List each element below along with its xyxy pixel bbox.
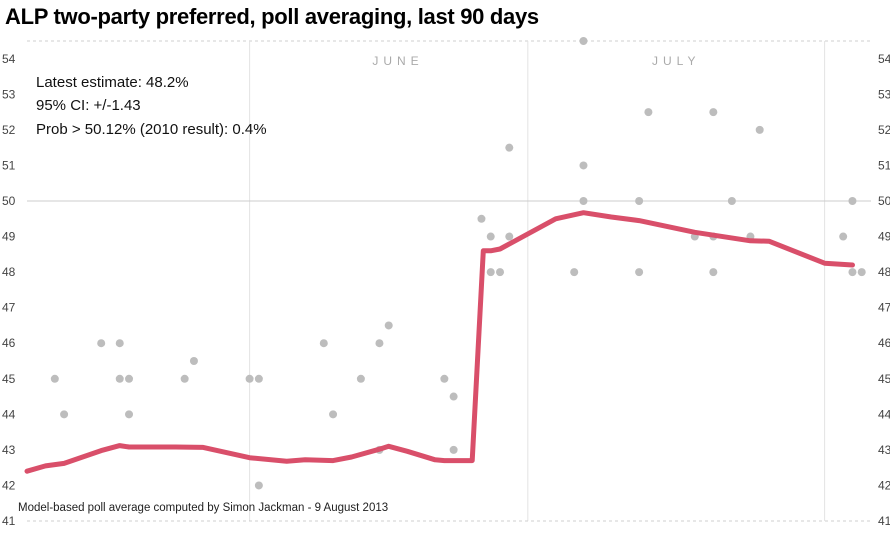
poll-point [486,232,495,241]
poll-point [486,268,495,277]
poll-point [254,481,263,490]
poll-point [115,374,124,383]
poll-point [709,268,718,277]
y-axis-right: 41 42 43 44 45 46 47 48 49 50 51 52 53 54 [878,52,890,528]
y-tick-label: 41 [2,514,16,528]
y-tick-label: 51 [878,158,890,172]
poll-point [440,374,449,383]
poll-point [356,374,365,383]
poll-point [449,392,458,401]
poll-point [848,197,857,205]
poll-average-line [24,210,855,474]
poll-point [189,357,198,365]
y-tick-label: 46 [878,336,890,350]
poll-point [125,410,134,419]
y-tick-label: 45 [878,372,890,386]
chart-title: ALP two-party preferred, poll averaging,… [5,4,539,29]
y-tick-label: 42 [878,478,890,492]
y-tick-label: 45 [2,372,16,386]
confidence-interval-label: 95% CI: +/-1.43 [36,97,141,114]
latest-estimate-label: Latest estimate: 48.2% [36,74,189,91]
y-tick-label: 48 [878,265,890,279]
poll-point [254,374,263,383]
y-tick-label: 44 [2,407,16,421]
poll-point [449,445,458,454]
poll-point [97,339,106,348]
poll-point [505,232,514,241]
poll-point [329,410,338,419]
y-tick-label: 42 [2,478,16,492]
poll-point [635,197,644,205]
probability-label: Prob > 50.12% (2010 result): 0.4% [36,121,267,138]
month-labels: JUNE JULY [372,54,700,68]
poll-point [50,374,59,383]
poll-point [125,374,134,383]
y-tick-label: 50 [2,194,16,208]
poll-points [50,37,866,490]
y-tick-label: 50 [878,194,890,208]
y-tick-label: 46 [2,336,16,350]
poll-point [115,339,124,348]
poll-point [384,321,393,330]
y-tick-label: 48 [2,265,16,279]
gridlines [27,40,871,522]
month-label: JULY [652,54,700,68]
y-tick-label: 52 [2,123,16,137]
poll-point [727,197,736,205]
y-tick-label: 53 [878,87,890,101]
y-tick-label: 54 [2,52,16,66]
poll-point [755,125,764,134]
poll-point [848,268,857,277]
poll-point [644,108,653,117]
poll-point [375,339,384,348]
y-tick-label: 49 [878,230,890,244]
y-tick-label: 47 [2,301,16,315]
y-tick-label: 53 [2,87,16,101]
y-tick-label: 52 [878,123,890,137]
poll-point [857,268,866,277]
poll-point [319,339,328,348]
poll-point [477,214,486,223]
y-axis-left: 41 42 43 44 45 46 47 48 49 50 51 52 53 54 [2,52,16,528]
poll-point [245,374,254,383]
poll-point [635,268,644,277]
poll-point [505,143,514,152]
poll-point [579,37,588,45]
y-tick-label: 44 [878,407,890,421]
y-tick-label: 49 [2,230,16,244]
poll-point [496,268,505,277]
y-tick-label: 43 [2,443,16,457]
y-tick-label: 51 [2,158,16,172]
poll-point [180,374,189,383]
month-label: JUNE [372,54,423,68]
poll-point [570,268,579,277]
credit-note: Model-based poll average computed by Sim… [18,502,388,514]
poll-point [579,197,588,205]
poll-point [839,232,848,241]
y-tick-label: 41 [878,514,890,528]
poll-point [579,161,588,170]
y-tick-label: 43 [878,443,890,457]
average-line [24,210,855,474]
y-tick-label: 47 [878,301,890,315]
poll-point [60,410,69,419]
y-tick-label: 54 [878,52,890,66]
poll-point [709,108,718,117]
